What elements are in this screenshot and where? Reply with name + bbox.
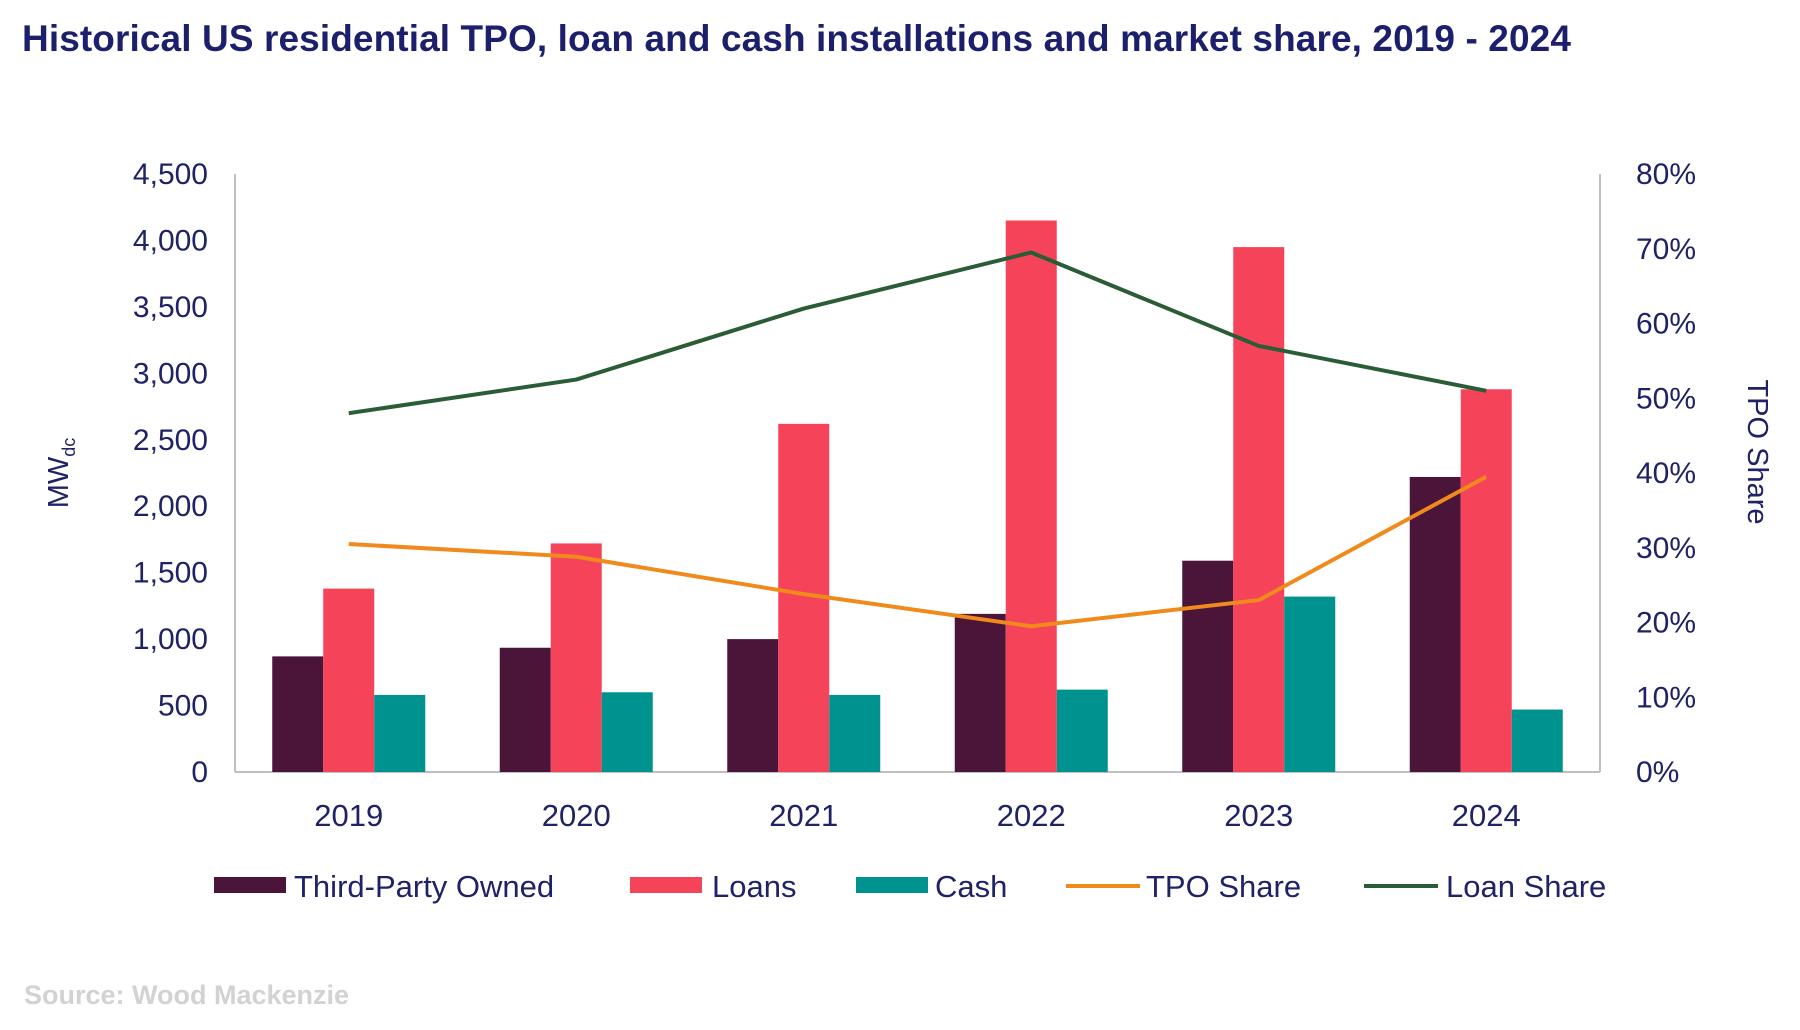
y-left-tick-label: 4,500 [133,158,208,191]
y-right-tick-label: 20% [1636,607,1696,640]
source-note: Source: Wood Mackenzie [24,980,350,1010]
y-right-tick-label: 40% [1636,457,1696,490]
legend-label-tpo-share: TPO Share [1146,869,1301,904]
bar-third-party-owned [954,613,1006,772]
x-tick-label: 2024 [1452,798,1521,833]
bar-cash [1284,596,1336,772]
y-left-tick-label: 1,500 [133,557,208,590]
bar-cash [1511,709,1563,772]
legend-label-loan-share: Loan Share [1446,869,1606,904]
y-left-axis-title-main: MW [43,456,75,508]
y-left-tick-label: 0 [191,756,208,789]
y-right-tick-label: 30% [1636,532,1696,565]
legend-label-cash: Cash [935,869,1007,904]
y-left-tick-label: 500 [158,690,208,723]
bar-cash [829,694,881,772]
x-tick-label: 2019 [314,798,383,833]
chart-title: Historical US residential TPO, loan and … [22,18,1571,59]
y-right-tick-label: 70% [1636,233,1696,266]
y-left-axis-title-sub: dc [59,438,79,457]
bar-third-party-owned [499,647,551,772]
y-right-tick-label: 60% [1636,308,1696,341]
bar-third-party-owned [727,639,779,772]
bar-loans [1233,247,1285,773]
legend-label-loans: Loans [712,869,796,904]
y-left-tick-label: 1,000 [133,623,208,656]
y-left-tick-label: 2,000 [133,490,208,523]
legend-swatch-loans [630,877,702,893]
legend-label-third-party-owned: Third-Party Owned [294,869,554,904]
bar-cash [601,692,653,772]
x-tick-label: 2021 [769,798,838,833]
bar-third-party-owned [1182,560,1234,772]
bar-loans [550,543,602,772]
y-right-tick-label: 0% [1636,756,1679,789]
x-tick-label: 2022 [997,798,1066,833]
y-left-tick-label: 3,000 [133,357,208,390]
line-tpo-share [348,474,1488,629]
x-tick-label: 2023 [1224,798,1293,833]
y-right-tick-label: 10% [1636,681,1696,714]
y-right-axis-title: TPO Share [1741,379,1773,524]
y-right-tick-label: 80% [1636,158,1696,191]
bar-third-party-owned [272,656,324,772]
bar-third-party-owned [1409,476,1461,772]
legend-swatch-third-party-owned [214,877,286,893]
y-left-axis-title: MWdc [43,438,79,509]
legend-swatch-cash [856,877,928,893]
bar-cash [374,694,426,772]
bar-loans [1460,389,1512,772]
y-left-tick-label: 4,000 [133,224,208,257]
bar-loans [323,588,375,772]
line-loan-share [348,250,1487,416]
x-tick-label: 2020 [542,798,611,833]
y-left-tick-label: 2,500 [133,424,208,457]
y-left-tick-label: 3,500 [133,291,208,324]
bar-cash [1056,689,1108,772]
y-right-tick-label: 50% [1636,382,1696,415]
bar-loans [1005,220,1057,772]
